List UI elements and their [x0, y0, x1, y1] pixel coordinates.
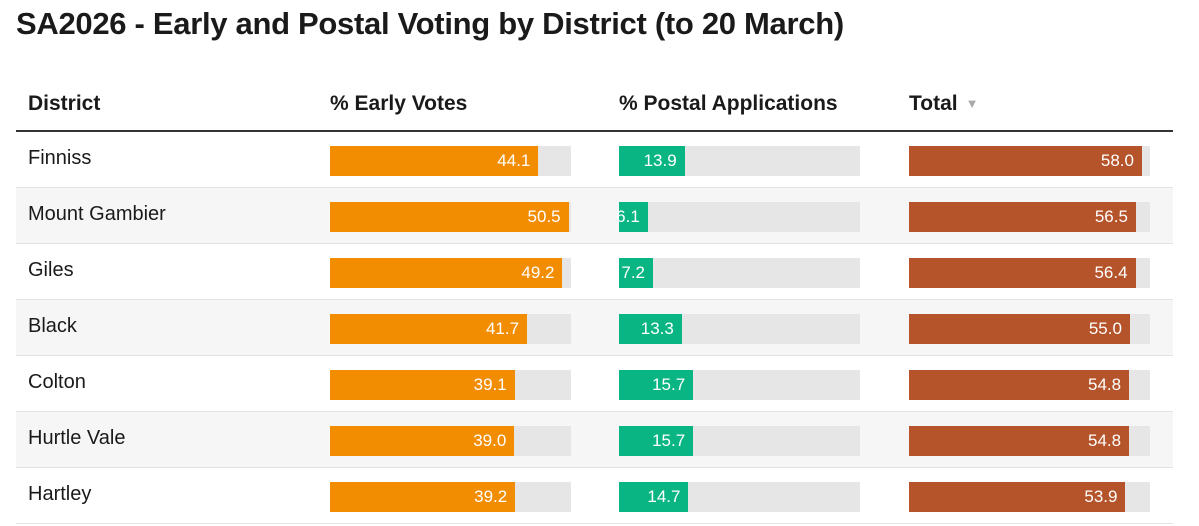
early-value-label: 41.7	[485, 319, 520, 338]
total-value-label: 56.5	[1094, 207, 1128, 226]
early-bar-track: 39.2	[330, 482, 571, 512]
column-header-total[interactable]: Total ▼	[909, 92, 978, 116]
early-bar-track: 39.0	[330, 426, 571, 456]
postal-value-label: 13.3	[640, 319, 674, 338]
postal-bar-track: 13.3	[619, 314, 860, 344]
district-name: Finniss	[28, 147, 92, 169]
sort-descending-icon[interactable]: ▼	[965, 96, 979, 111]
column-header-early-votes[interactable]: % Early Votes	[330, 92, 468, 115]
total-bar-track: 55.0	[909, 314, 1150, 344]
column-header-district[interactable]: District	[28, 92, 101, 115]
table-row: Colton 39.1 15.7 54.8	[16, 356, 1173, 412]
early-value-label: 39.0	[473, 431, 507, 450]
postal-bar-track: 7.2	[619, 258, 860, 288]
chart-title: SA2026 - Early and Postal Voting by Dist…	[16, 6, 844, 41]
total-bar: 53.9	[909, 482, 1126, 512]
postal-value-label: 6.1	[616, 207, 640, 226]
district-name: Hurtle Vale	[28, 427, 126, 449]
total-bar-track: 56.5	[909, 202, 1150, 232]
total-value-label: 56.4	[1094, 263, 1128, 282]
total-bar: 55.0	[909, 314, 1130, 344]
early-value-label: 49.2	[521, 263, 555, 282]
early-value-label: 44.1	[497, 151, 531, 170]
district-name: Hartley	[28, 483, 92, 505]
total-bar: 54.8	[909, 370, 1130, 400]
column-header-postal-applications[interactable]: % Postal Applications	[619, 92, 838, 115]
total-bar-track: 53.9	[909, 482, 1150, 512]
early-bar: 41.7	[330, 314, 528, 344]
table-row: Hurtle Vale 39.0 15.7 54.8	[16, 412, 1173, 468]
early-value-label: 50.5	[527, 207, 561, 226]
postal-bar: 15.7	[619, 426, 694, 456]
early-bar-track: 50.5	[330, 202, 571, 232]
table-header: District % Early Votes % Postal Applicat…	[16, 76, 1173, 132]
postal-value-label: 7.2	[621, 263, 646, 282]
district-name: Mount Gambier	[28, 203, 166, 225]
postal-bar: 7.2	[619, 258, 654, 288]
district-name: Colton	[28, 371, 86, 393]
early-bar: 39.1	[330, 370, 515, 400]
postal-value-label: 13.9	[643, 151, 677, 170]
total-value-label: 53.9	[1084, 487, 1118, 506]
total-value-label: 55.0	[1088, 319, 1122, 338]
early-bar-track: 44.1	[330, 146, 571, 176]
table-row: Mount Gambier 50.5 6.1 56.5	[16, 188, 1173, 244]
total-value-label: 58.0	[1100, 151, 1134, 170]
total-bar-track: 54.8	[909, 370, 1150, 400]
total-bar-track: 58.0	[909, 146, 1150, 176]
data-table: District % Early Votes % Postal Applicat…	[16, 76, 1173, 524]
table-row: Hartley 39.2 14.7 53.9	[16, 468, 1173, 524]
total-bar-track: 54.8	[909, 426, 1150, 456]
total-bar: 56.5	[909, 202, 1136, 232]
postal-bar: 15.7	[619, 370, 694, 400]
early-bar: 39.0	[330, 426, 515, 456]
table-row: Black 41.7 13.3 55.0	[16, 300, 1173, 356]
early-bar-track: 41.7	[330, 314, 571, 344]
total-bar: 56.4	[909, 258, 1136, 288]
postal-value-label: 14.7	[647, 487, 681, 506]
total-value-label: 54.8	[1088, 375, 1122, 394]
postal-value-label: 15.7	[652, 375, 686, 394]
early-value-label: 39.2	[474, 487, 508, 506]
column-header-total-label: Total	[909, 92, 958, 115]
table-body: Finniss 44.1 13.9 58.0 Mount Gambier 50.5 6.1 5…	[16, 132, 1173, 524]
early-bar: 50.5	[330, 202, 569, 232]
district-name: Black	[28, 315, 77, 337]
postal-bar-track: 15.7	[619, 426, 860, 456]
early-bar: 49.2	[330, 258, 563, 288]
total-bar: 58.0	[909, 146, 1142, 176]
early-bar: 39.2	[330, 482, 516, 512]
postal-bar-track: 13.9	[619, 146, 860, 176]
postal-bar: 13.9	[619, 146, 685, 176]
table-row: Giles 49.2 7.2 56.4	[16, 244, 1173, 300]
postal-value-label: 15.7	[652, 431, 686, 450]
early-value-label: 39.1	[473, 375, 507, 394]
early-bar-track: 49.2	[330, 258, 571, 288]
total-bar: 54.8	[909, 426, 1130, 456]
early-bar: 44.1	[330, 146, 539, 176]
total-bar-track: 56.4	[909, 258, 1150, 288]
postal-bar-track: 6.1	[616, 202, 860, 232]
district-name: Giles	[28, 259, 74, 281]
total-value-label: 54.8	[1088, 431, 1122, 450]
postal-bar: 13.3	[619, 314, 682, 344]
postal-bar: 6.1	[616, 202, 648, 232]
postal-bar-track: 15.7	[619, 370, 860, 400]
table-row: Finniss 44.1 13.9 58.0	[16, 132, 1173, 188]
postal-bar: 14.7	[619, 482, 689, 512]
early-bar-track: 39.1	[330, 370, 571, 400]
postal-bar-track: 14.7	[619, 482, 860, 512]
